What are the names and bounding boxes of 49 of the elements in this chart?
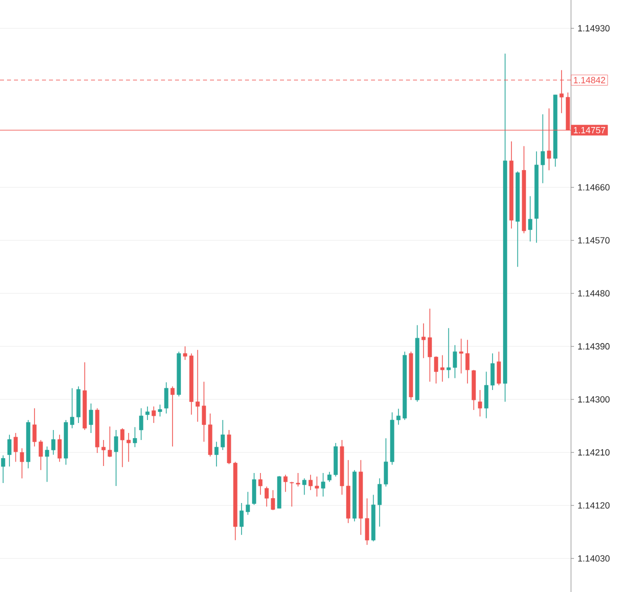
candlestick xyxy=(528,196,532,242)
candlestick xyxy=(20,448,24,479)
candlestick xyxy=(302,478,306,496)
y-tick-label: 1.14030 xyxy=(578,555,610,562)
candlestick xyxy=(145,406,150,420)
y-tick-label: 1.14480 xyxy=(578,290,610,297)
y-tick-label: 1.14660 xyxy=(578,184,610,190)
y-tick-label: 1.14570 xyxy=(578,237,610,244)
candlestick xyxy=(158,404,162,417)
candlestick xyxy=(214,441,219,467)
candlestick xyxy=(120,428,124,468)
candlestick xyxy=(459,338,464,374)
ref-line-label: 1.14757 xyxy=(574,127,606,134)
candlestick xyxy=(164,382,168,414)
candlestick xyxy=(7,434,12,467)
candlestick xyxy=(327,471,332,482)
y-tick-label: 1.14120 xyxy=(578,502,610,509)
candlestick xyxy=(490,353,495,390)
candlestick xyxy=(465,339,470,384)
ref-line-label: 1.14842 xyxy=(574,76,606,84)
candlestick xyxy=(321,472,326,497)
candlestick xyxy=(290,481,294,507)
candlestick xyxy=(540,114,545,184)
candlestick xyxy=(283,474,288,492)
candlestick xyxy=(478,390,482,417)
candlestick xyxy=(126,432,131,462)
candlestick xyxy=(258,472,262,496)
y-tick-label: 1.14930 xyxy=(578,25,610,32)
candlestick xyxy=(496,351,501,386)
y-tick-label: 1.14210 xyxy=(578,449,610,456)
candlestick xyxy=(296,472,300,487)
y-tick-label: 1.14390 xyxy=(578,343,610,350)
candlestick xyxy=(132,426,137,448)
candlestick xyxy=(484,371,488,419)
candlestick xyxy=(139,408,144,440)
candlestick xyxy=(170,386,175,447)
candlestick xyxy=(38,440,43,470)
candlestick xyxy=(365,498,370,546)
candlestick xyxy=(58,434,62,462)
candlestick xyxy=(88,403,94,434)
candlestick xyxy=(32,408,37,447)
candlestick xyxy=(152,406,156,424)
candlestick xyxy=(114,430,118,486)
candlestick xyxy=(14,432,18,462)
y-tick-label: 1.14300 xyxy=(578,396,610,403)
candlestick xyxy=(108,426,112,458)
candlestick xyxy=(1,454,6,484)
candlestick xyxy=(220,420,225,450)
candlestick xyxy=(102,440,106,466)
